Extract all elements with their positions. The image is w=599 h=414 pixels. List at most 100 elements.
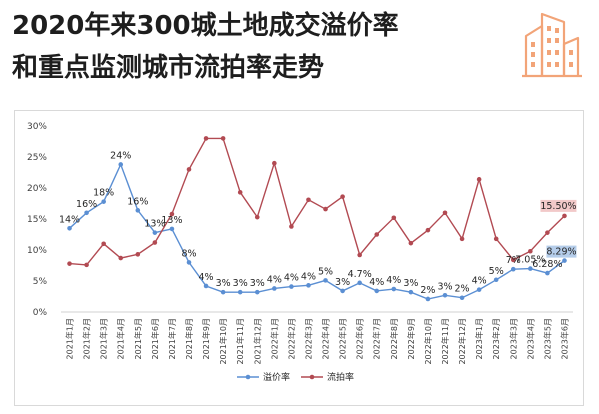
x-tick-label: 2021年4月	[116, 318, 126, 359]
series-point-1	[237, 190, 243, 195]
series-point-1	[169, 211, 175, 217]
series-point-1	[545, 230, 550, 235]
series-point-1	[510, 257, 516, 263]
premium-data-label: 24%	[110, 150, 131, 161]
y-axis: 0% 5% 10% 15% 20% 25% 30%	[27, 122, 47, 318]
x-tick-label: 2022年4月	[321, 318, 331, 359]
series-line-0	[69, 162, 565, 300]
series-point-1	[289, 224, 294, 229]
premium-data-label: 4%	[199, 272, 214, 283]
premium-data-label: 16%	[127, 196, 148, 207]
chart-title-line-1: 2020年来300城土地成交溢价率	[12, 11, 399, 41]
x-tick-label: 2021年6月	[150, 318, 160, 359]
premium-data-label: 7.05%	[515, 255, 545, 266]
series-point-0	[476, 287, 482, 292]
x-tick-label: 2023年2月	[491, 318, 501, 359]
series-point-0	[493, 277, 499, 283]
x-tick-label: 2022年11月	[440, 318, 450, 365]
x-tick-label: 2022年8月	[389, 318, 399, 359]
y-tick-label: 25%	[27, 153, 47, 163]
series-point-0	[135, 208, 141, 213]
legend-marker-1	[309, 374, 315, 380]
legend-marker-0	[245, 374, 251, 380]
x-tick-label: 2021年12月	[252, 318, 262, 365]
premium-data-label: 4.7%	[348, 269, 372, 280]
series-point-1	[459, 236, 465, 242]
series-point-1	[152, 240, 158, 245]
series-point-1	[340, 194, 345, 199]
chart-title-line-2: 和重点监测城市流拍率走势	[12, 53, 325, 83]
series-point-1	[186, 167, 192, 172]
series-point-1	[306, 197, 311, 203]
premium-data-label: 4%	[284, 273, 299, 284]
premium-data-label: 3%	[437, 281, 452, 292]
premium-data-label: 2%	[420, 285, 435, 296]
premium-data-label: 16%	[76, 199, 97, 210]
x-tick-label: 2021年11月	[235, 318, 245, 365]
series-point-1	[476, 177, 482, 182]
x-tick-label: 2023年1月	[474, 318, 484, 359]
series-point-0	[254, 289, 260, 295]
series-point-0	[545, 270, 550, 276]
x-tick-label: 2021年9月	[201, 318, 211, 359]
premium-data-label: 13%	[144, 219, 165, 230]
x-tick-label: 2021年2月	[82, 318, 92, 359]
series-point-1	[493, 236, 499, 242]
series-point-0	[391, 286, 397, 292]
premium-data-label: 13%	[161, 215, 182, 226]
series-point-0	[289, 284, 294, 289]
legend-label-1: 流拍率	[327, 371, 354, 383]
auction-data-label: 15.50%	[540, 201, 576, 212]
series-point-1	[84, 262, 89, 268]
series-point-0	[220, 289, 226, 295]
premium-data-label: 4%	[369, 277, 384, 288]
premium-data-label: 18%	[93, 188, 114, 199]
series-point-0	[169, 226, 175, 232]
premium-data-label: 4%	[386, 275, 401, 286]
x-tick-label: 2021年3月	[99, 318, 109, 359]
series-line-1	[69, 137, 565, 266]
premium-highlight-box	[546, 245, 577, 258]
series-point-0	[459, 295, 465, 301]
x-tick-label: 2023年6月	[559, 318, 569, 359]
x-tick-label: 2023年5月	[542, 318, 552, 359]
x-tick-label: 2021年7月	[167, 318, 177, 359]
series-point-0	[203, 283, 209, 289]
series-point-0	[425, 296, 431, 302]
premium-data-label: 8.29%	[546, 247, 576, 258]
premium-data-label: 4%	[301, 271, 316, 282]
x-tick-label: 2023年3月	[508, 318, 518, 359]
series-point-0	[442, 292, 448, 298]
premium-data-label: 6.28%	[532, 259, 562, 270]
series-point-1	[442, 210, 448, 216]
premium-data-label: 7%	[506, 255, 521, 266]
series-point-0	[84, 210, 89, 216]
series-point-1	[374, 232, 380, 237]
series-point-0	[306, 283, 311, 288]
series-point-0	[357, 280, 362, 286]
premium-data-label: 3%	[403, 278, 418, 289]
legend-label-0: 溢价率	[263, 371, 290, 383]
series-point-1	[135, 252, 141, 257]
series-point-0	[67, 226, 72, 231]
series-point-0	[510, 266, 516, 272]
x-tick-label: 2021年1月	[65, 318, 75, 359]
series-point-1	[67, 261, 72, 266]
series-point-0	[152, 230, 158, 235]
series-point-1	[203, 136, 209, 141]
series-point-0	[528, 266, 533, 271]
premium-data-label: 3%	[250, 278, 265, 289]
x-tick-label: 2022年5月	[338, 318, 348, 359]
y-tick-label: 30%	[27, 122, 47, 132]
series-point-0	[101, 199, 106, 204]
series-point-0	[272, 286, 277, 291]
x-tick-label: 2022年7月	[372, 318, 382, 359]
series-point-1	[562, 213, 567, 219]
series-point-1	[391, 215, 397, 221]
series-point-0	[408, 289, 414, 295]
series-point-0	[562, 258, 567, 263]
x-tick-label: 2022年12月	[457, 318, 467, 365]
series-point-1	[408, 240, 414, 246]
series-point-1	[254, 214, 260, 220]
premium-data-label: 5%	[318, 266, 333, 277]
